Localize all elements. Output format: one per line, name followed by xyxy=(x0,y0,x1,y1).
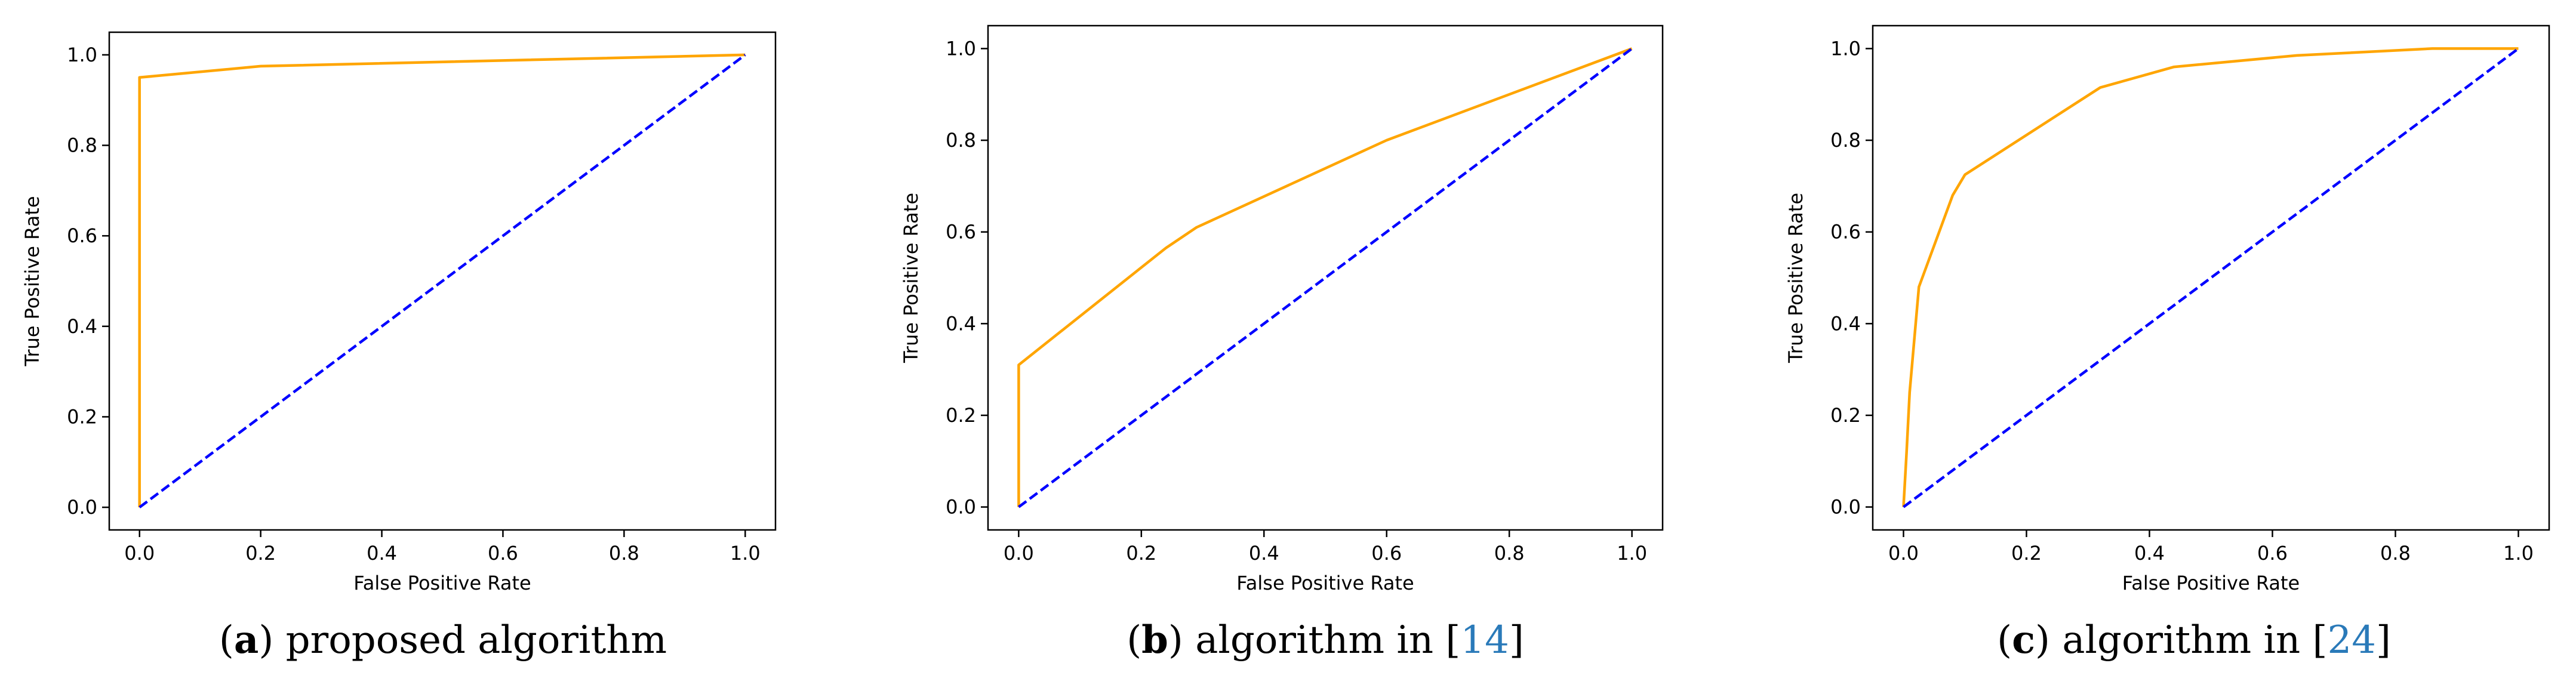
panel-b-ytick-label: 1.0 xyxy=(946,37,976,60)
panel-c-xtick-label: 1.0 xyxy=(2503,542,2534,565)
caption-a-text: proposed algorithm xyxy=(285,618,667,662)
panel-a-xaxis-label: False Positive Rate xyxy=(353,572,531,594)
panel-c-xtick-label: 0.4 xyxy=(2134,542,2165,565)
panel-c-ytick-label: 0.2 xyxy=(1830,404,1861,427)
panel-b-xtick-label: 0.0 xyxy=(1004,542,1034,565)
caption-b: (b) algorithm in [14] xyxy=(1127,618,1524,662)
panel-c-ytick-label: 0.0 xyxy=(1830,496,1861,519)
panel-a-axes-frame xyxy=(108,31,777,531)
panel-b-ytick-label: 0.2 xyxy=(946,404,976,427)
panel-a-ytick-label: 0.4 xyxy=(67,315,97,338)
caption-a-label: a xyxy=(233,618,259,662)
panel-c-xaxis-label: False Positive Rate xyxy=(2122,572,2300,594)
panel-c-ytick-label: 0.8 xyxy=(1830,129,1861,152)
panel-b-ytick-label: 0.0 xyxy=(946,496,976,519)
panel-a: 0.0 0.2 0.4 0.6 0.8 1.0 0.0 0.2 0.4 0.6 0.8 1.0 Fals… xyxy=(21,31,777,594)
caption-b-text: algorithm in [ xyxy=(1195,618,1461,662)
panel-b-xtick-label: 0.8 xyxy=(1494,542,1525,565)
caption-c-citation-link[interactable]: 24 xyxy=(2327,618,2376,662)
panel-b-ytick-label: 0.8 xyxy=(946,129,976,152)
panel-a-xtick-label: 0.0 xyxy=(124,542,155,565)
caption-c-label: c xyxy=(2012,618,2036,662)
caption-b-citation-link[interactable]: 14 xyxy=(1460,618,1509,662)
caption-a: (a) proposed algorithm xyxy=(218,618,667,662)
panel-b-axes-frame xyxy=(987,24,1664,531)
panel-a-yaxis-label: True Positive Rate xyxy=(21,196,44,366)
panel-b-xtick-label: 0.2 xyxy=(1126,542,1156,565)
caption-b-label: b xyxy=(1141,618,1168,662)
panel-c-ytick-label: 0.6 xyxy=(1830,221,1861,243)
caption-c-suffix: ] xyxy=(2375,618,2391,662)
panel-c-xtick-label: 0.8 xyxy=(2380,542,2411,565)
panel-a-ytick-label: 0.0 xyxy=(67,496,97,519)
panel-b: 0.0 0.2 0.4 0.6 0.8 1.0 0.0 0.2 0.4 0.6 0.8 1.0 Fals… xyxy=(900,24,1664,594)
panel-c-ytick-label: 1.0 xyxy=(1830,37,1861,60)
panel-b-xaxis-label: False Positive Rate xyxy=(1236,572,1414,594)
panel-b-xtick-label: 1.0 xyxy=(1617,542,1647,565)
panel-a-xtick-label: 0.6 xyxy=(488,542,518,565)
panel-a-xtick-label: 0.4 xyxy=(367,542,397,565)
panel-c-axes-frame xyxy=(1872,24,2550,531)
panel-b-ytick-label: 0.6 xyxy=(946,221,976,243)
caption-c-text: algorithm in [ xyxy=(2062,618,2328,662)
panel-a-xtick-label: 0.2 xyxy=(245,542,276,565)
panel-c-yaxis-label: True Positive Rate xyxy=(1784,193,1807,363)
panel-a-chance-line xyxy=(139,54,746,508)
panel-c: 0.0 0.2 0.4 0.6 0.8 1.0 0.0 0.2 0.4 0.6 0.8 1.0 Fals… xyxy=(1784,24,2550,594)
panel-a-ytick-label: 0.2 xyxy=(67,405,97,428)
panel-c-xtick-label: 0.2 xyxy=(2011,542,2042,565)
panel-b-xtick-label: 0.6 xyxy=(1371,542,1402,565)
panel-b-xtick-label: 0.4 xyxy=(1249,542,1279,565)
panel-a-ytick-label: 1.0 xyxy=(67,44,97,66)
panel-a-roc-curve xyxy=(138,53,746,508)
panel-b-chance-line xyxy=(1018,47,1633,508)
caption-b-suffix: ] xyxy=(1509,618,1524,662)
panel-a-ytick-label: 0.6 xyxy=(67,224,97,247)
panel-b-ytick-label: 0.4 xyxy=(946,312,976,335)
panel-c-xtick-label: 0.0 xyxy=(1888,542,1919,565)
panel-c-ytick-label: 0.4 xyxy=(1830,312,1861,335)
panel-c-xtick-label: 0.6 xyxy=(2257,542,2288,565)
panel-b-roc-curve xyxy=(1017,47,1633,507)
panel-a-xtick-label: 0.8 xyxy=(609,542,639,565)
caption-c: (c) algorithm in [24] xyxy=(1997,618,2391,662)
panel-c-roc-curve xyxy=(1902,47,2519,507)
panel-a-ytick-label: 0.8 xyxy=(67,134,97,157)
panel-a-xtick-label: 1.0 xyxy=(730,542,761,565)
panel-b-yaxis-label: True Positive Rate xyxy=(900,193,922,363)
panel-c-chance-line xyxy=(1903,47,2519,508)
